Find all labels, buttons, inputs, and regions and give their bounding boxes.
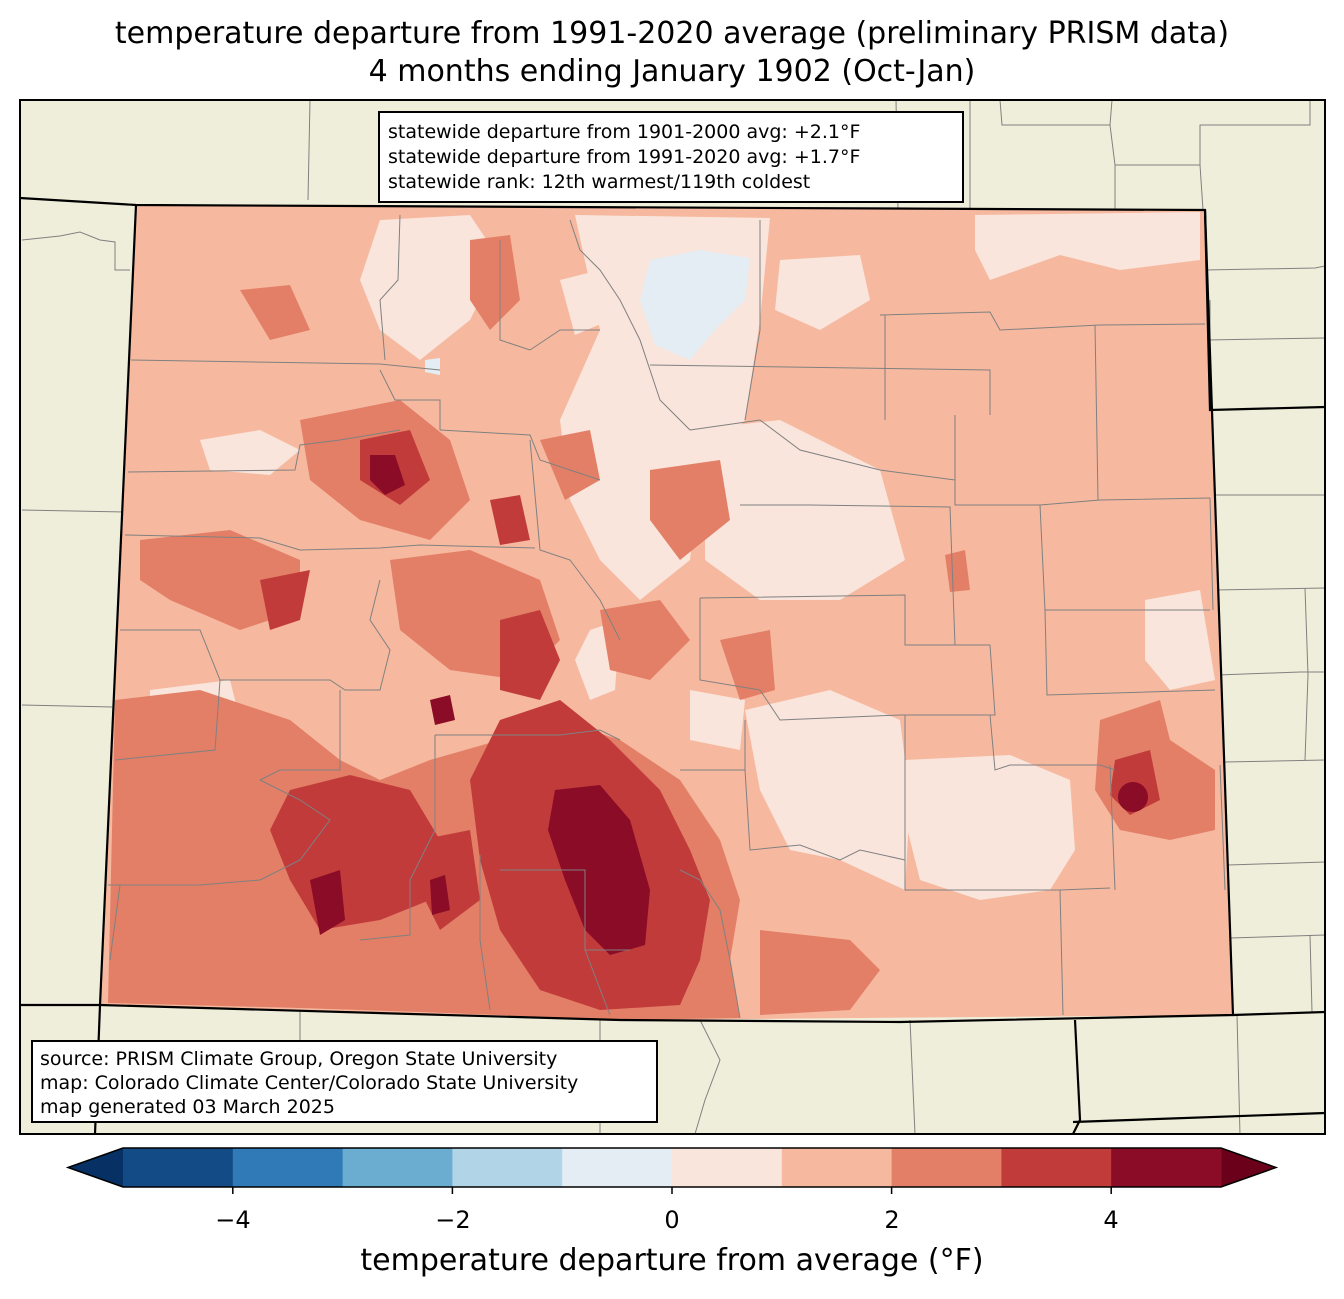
colorbar-bin	[232, 1148, 344, 1187]
map-frame	[19, 99, 1326, 1135]
map-title-line2: 4 months ending January 1902 (Oct-Jan)	[368, 54, 976, 89]
anomaly-neg1-to-0-regions	[425, 250, 750, 375]
anomaly-4-to-5-regions	[310, 455, 1148, 955]
colorbar-tick-label: 2	[884, 1206, 900, 1234]
generated-date-line: map generated 03 March 2025	[40, 1096, 335, 1118]
stats-departure-1901-2000: statewide departure from 1901-2000 avg: …	[388, 121, 861, 143]
stats-departure-1991-2020: statewide departure from 1991-2020 avg: …	[388, 146, 861, 168]
colorbar-under-arrow	[68, 1148, 123, 1187]
colorbar-tick-label: 4	[1103, 1206, 1119, 1234]
colorbar-bin	[672, 1148, 783, 1187]
colorbar-tick-label: 0	[664, 1206, 680, 1234]
colorbar-bin	[342, 1148, 453, 1187]
colorbar-outline	[65, 1147, 1279, 1188]
map-title-line1: temperature departure from 1991-2020 ave…	[114, 16, 1230, 51]
colorbar-bin	[1001, 1148, 1112, 1187]
colorbar	[65, 1147, 1279, 1194]
neighbor-county-lines	[21, 99, 1326, 1136]
state-boundaries	[19, 196, 1326, 1135]
map-credit-line: map: Colorado Climate Center/Colorado St…	[40, 1072, 579, 1094]
statewide-stats-box: statewide departure from 1901-2000 avg: …	[378, 111, 964, 203]
colorbar-bin	[123, 1148, 234, 1187]
colorbar-bin	[891, 1148, 1002, 1187]
colorbar-bin	[781, 1148, 893, 1187]
source-line: source: PRISM Climate Group, Oregon Stat…	[40, 1048, 558, 1070]
colorbar-tick-label: −4	[215, 1206, 251, 1234]
colorbar-tick-label: −2	[435, 1206, 471, 1234]
colorbar-bin	[562, 1148, 673, 1187]
colorbar-over-arrow	[1221, 1148, 1276, 1187]
colorbar-bin	[452, 1148, 563, 1187]
source-credits-box: source: PRISM Climate Group, Oregon Stat…	[31, 1040, 658, 1123]
colorbar-bin	[1111, 1148, 1222, 1187]
county-lines	[108, 214, 1226, 1019]
colorbar-label: temperature departure from average (°F)	[360, 1243, 984, 1278]
stats-rank: statewide rank: 12th warmest/119th colde…	[388, 171, 811, 193]
